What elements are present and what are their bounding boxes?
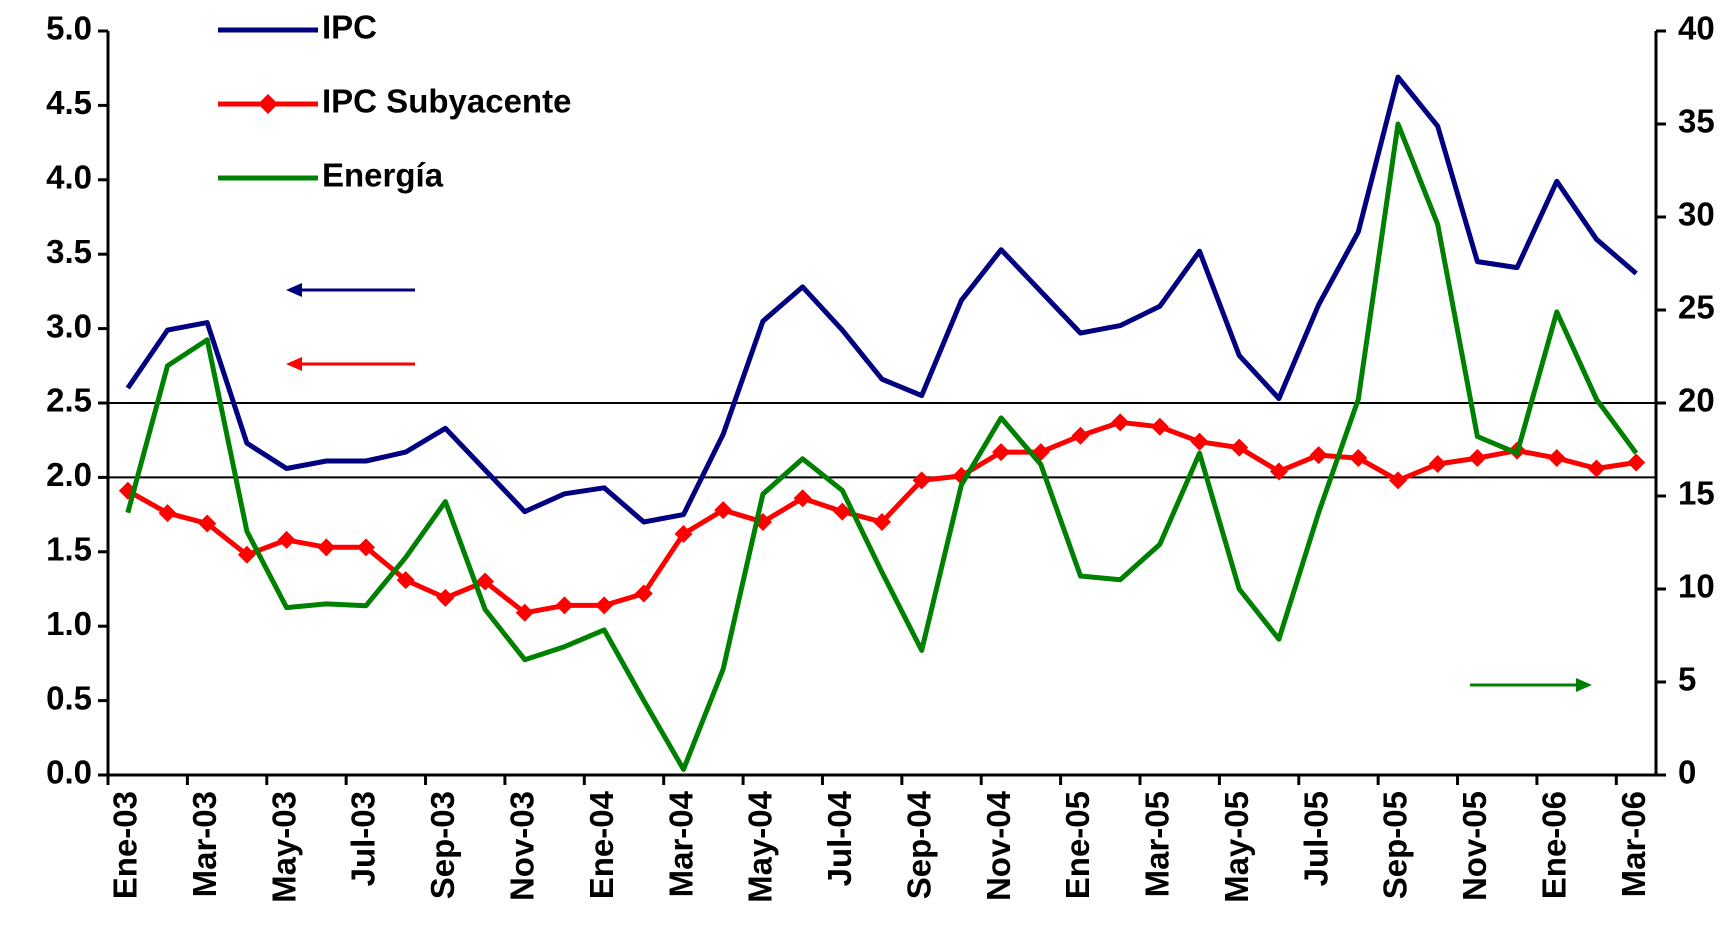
x-tick-label: Nov-03 <box>503 791 540 901</box>
y2-tick-label: 5 <box>1678 661 1696 698</box>
axis-arrows <box>286 283 1592 692</box>
y-tick-label: 4.5 <box>46 84 92 121</box>
x-tick-label: Mar-03 <box>186 791 223 897</box>
x-tick-label: Jul-03 <box>345 791 382 886</box>
y-tick-label: 0.0 <box>46 754 92 791</box>
x-tick-label: May-03 <box>265 791 302 903</box>
y2-tick-label: 10 <box>1678 568 1715 605</box>
legend-label: IPC <box>322 9 377 46</box>
x-tick-label: Sep-05 <box>1377 791 1414 899</box>
legend-label: Energía <box>322 157 444 194</box>
x-tick-label: Sep-04 <box>900 790 937 899</box>
y-tick-label: 3.5 <box>46 233 92 270</box>
point-marker <box>1548 449 1566 467</box>
point-marker <box>278 531 296 549</box>
x-tick-label: Ene-05 <box>1059 791 1096 899</box>
x-tick-label: Jul-04 <box>821 790 858 886</box>
y-tick-label: 2.0 <box>46 456 92 493</box>
y2-tick-label: 35 <box>1678 103 1715 140</box>
point-marker <box>1071 427 1089 445</box>
y-tick-label: 5.0 <box>46 10 92 47</box>
y-tick-label: 1.5 <box>46 531 92 568</box>
series-line <box>128 124 1636 769</box>
y-tick-label: 3.0 <box>46 307 92 344</box>
point-marker <box>436 589 454 607</box>
y-tick-label: 0.5 <box>46 679 92 716</box>
y-tick-label: 1.0 <box>46 605 92 642</box>
series-line <box>128 77 1636 522</box>
y2-tick-label: 20 <box>1678 382 1715 419</box>
point-marker <box>1310 446 1328 464</box>
x-tick-label: Mar-06 <box>1615 791 1652 897</box>
y2-tick-label: 25 <box>1678 289 1715 326</box>
y-tick-label: 2.5 <box>46 382 92 419</box>
point-marker <box>1191 433 1209 451</box>
x-tick-label: Mar-04 <box>662 790 699 897</box>
point-marker <box>555 596 573 614</box>
y-tick-label: 4.0 <box>46 159 92 196</box>
x-tick-label: Nov-04 <box>980 790 1017 901</box>
point-marker <box>1429 455 1447 473</box>
point-marker <box>1151 418 1169 436</box>
point-marker <box>1627 454 1645 472</box>
x-tick-label: May-05 <box>1218 791 1255 903</box>
point-marker <box>1587 459 1605 477</box>
y2-tick-label: 30 <box>1678 196 1715 233</box>
x-tick-label: Ene-04 <box>583 790 620 899</box>
point-marker <box>317 538 335 556</box>
y2-tick-label: 15 <box>1678 475 1715 512</box>
legend-marker <box>258 94 278 114</box>
point-marker <box>1111 413 1129 431</box>
chart: 0.0 0.5 1.0 1.5 2.0 2.5 3.0 3.5 4.0 4.5 5.0 0 5 10 15 2… <box>0 0 1727 950</box>
x-tick-label: Sep-03 <box>424 791 461 899</box>
x-tick-label: Jul-05 <box>1297 791 1334 886</box>
y2-tick-label: 0 <box>1678 754 1696 791</box>
x-tick-label: Nov-05 <box>1456 791 1493 901</box>
point-marker <box>595 596 613 614</box>
x-tick-label: Mar-05 <box>1139 791 1176 897</box>
x-tick-label: Ene-06 <box>1535 791 1572 899</box>
x-tick-label: Ene-03 <box>107 791 144 899</box>
y2-tick-label: 40 <box>1678 10 1715 47</box>
x-tick-label: May-04 <box>742 790 779 903</box>
point-marker <box>1468 449 1486 467</box>
legend-label: IPC Subyacente <box>322 83 571 120</box>
